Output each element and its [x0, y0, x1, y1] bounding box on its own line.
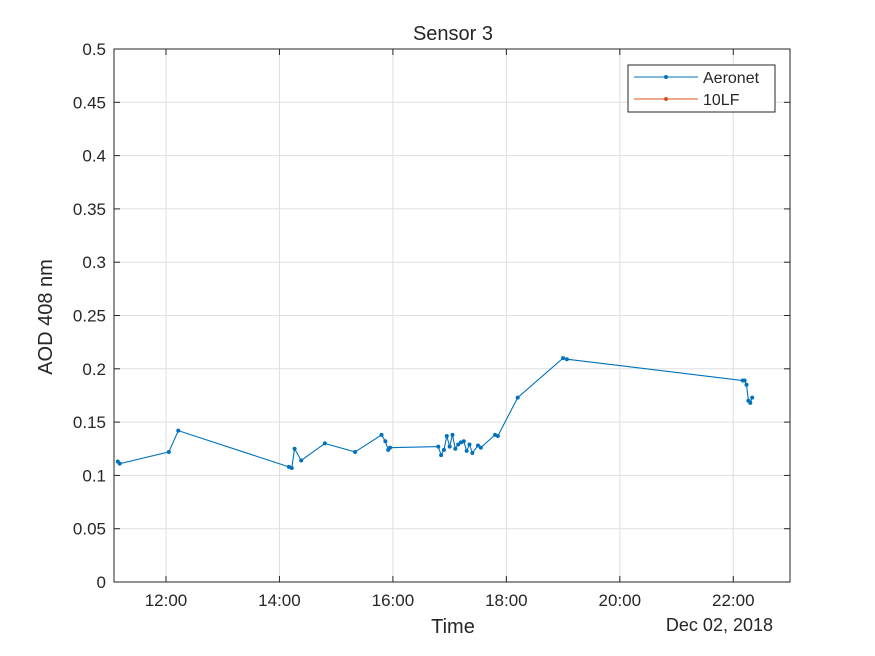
x-tick-label: 18:00 [485, 591, 528, 610]
y-axis: 0 0.05 0.1 0.15 0.2 0.25 0.3 0.35 0.4 0.45 0.5 [73, 40, 790, 592]
y-tick-label: 0.5 [82, 40, 106, 59]
data-point [439, 453, 444, 458]
data-point [750, 395, 755, 400]
series-aeronet [115, 356, 755, 470]
data-point [561, 356, 566, 361]
data-point [470, 451, 475, 456]
data-point [447, 444, 452, 449]
data-point [289, 465, 294, 470]
legend-marker-10lf [664, 97, 668, 101]
y-tick-label: 0.15 [73, 413, 106, 432]
chart-title: Sensor 3 [413, 23, 493, 45]
y-tick-label: 0.1 [82, 466, 106, 485]
legend-entry-10lf: 10LF [634, 92, 740, 109]
grid [114, 48, 790, 583]
data-point [515, 395, 520, 400]
x-tick-label: 14:00 [258, 591, 301, 610]
data-point [450, 432, 455, 437]
x-axis-label: Time [431, 616, 475, 638]
data-point [464, 448, 469, 453]
data-point [564, 357, 569, 362]
data-point [748, 400, 753, 405]
data-point [444, 433, 449, 438]
legend-entry-aeronet: Aeronet [634, 70, 760, 87]
data-point [478, 445, 483, 450]
data-point [476, 443, 480, 448]
data-point [299, 458, 304, 463]
data-point [292, 446, 297, 451]
y-tick-label: 0 [97, 573, 106, 592]
legend: Aeronet 10LF [627, 64, 776, 113]
data-point [453, 446, 458, 451]
data-point [441, 447, 446, 452]
legend-marker-aeronet [664, 75, 668, 79]
y-tick-label: 0.45 [73, 93, 106, 112]
data-point [495, 433, 500, 438]
data-point [166, 449, 171, 454]
x-tick-label: 12:00 [145, 591, 188, 610]
legend-label-aeronet: Aeronet [703, 70, 760, 87]
y-tick-label: 0.35 [73, 200, 106, 219]
data-point [353, 449, 358, 454]
series-layer [115, 356, 755, 470]
y-tick-label: 0.2 [82, 360, 106, 379]
legend-label-10lf: 10LF [703, 92, 740, 109]
data-point [322, 441, 327, 446]
data-point [176, 428, 181, 433]
data-point [436, 444, 441, 449]
x-tick-label: 20:00 [599, 591, 642, 610]
x-axis: 12:00 14:00 16:00 18:00 20:00 22:00 [145, 49, 755, 610]
y-tick-label: 0.25 [73, 307, 106, 326]
data-point [744, 382, 749, 387]
data-point [456, 442, 461, 447]
y-axis-label: AOD 408 nm [35, 259, 57, 375]
x-tick-label: 22:00 [712, 591, 755, 610]
y-tick-label: 0.4 [82, 147, 106, 166]
x-tick-label: 16:00 [372, 591, 415, 610]
data-point [461, 439, 466, 444]
data-point [117, 461, 122, 466]
data-point [383, 439, 388, 444]
y-tick-label: 0.3 [82, 253, 106, 272]
y-tick-label: 0.05 [73, 520, 106, 539]
x-axis-date-label: Dec 02, 2018 [666, 615, 773, 635]
data-point [388, 445, 393, 450]
data-point [379, 432, 384, 437]
data-point [742, 378, 747, 383]
legend-box [627, 64, 776, 113]
data-point [467, 442, 472, 447]
